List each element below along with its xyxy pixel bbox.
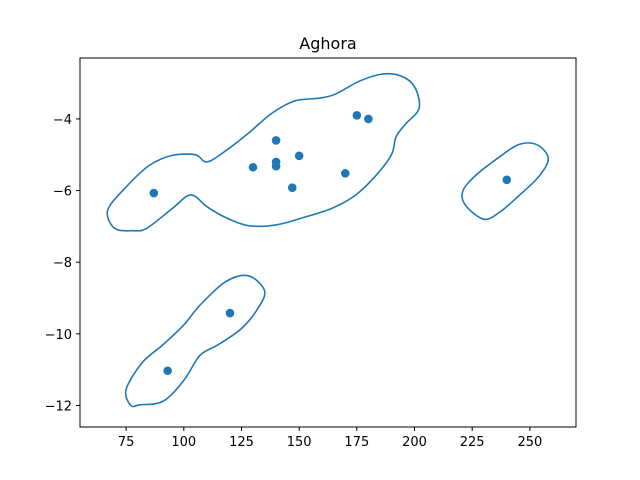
scatter-point bbox=[271, 136, 281, 145]
y-axis-ticks: −12 −10 −8 −6 −4 bbox=[45, 113, 80, 415]
scatter-point bbox=[287, 183, 297, 192]
density-contours bbox=[106, 72, 550, 408]
scatter-point bbox=[163, 366, 172, 376]
y-tick-label: −12 bbox=[45, 400, 72, 415]
scatter-point bbox=[502, 175, 512, 185]
y-tick-label: −4 bbox=[53, 113, 72, 128]
x-tick-label: 175 bbox=[344, 435, 369, 450]
scatter-point bbox=[341, 169, 350, 178]
x-tick-label: 225 bbox=[460, 435, 485, 450]
contour-2 bbox=[461, 142, 550, 221]
x-tick-label: 100 bbox=[171, 435, 196, 450]
chart-title: Aghora bbox=[299, 34, 356, 53]
scatter-point bbox=[271, 161, 281, 171]
y-tick-label: −10 bbox=[45, 328, 72, 343]
scatter-point bbox=[248, 162, 258, 172]
contour-3 bbox=[124, 274, 266, 408]
x-tick-label: 150 bbox=[287, 435, 312, 450]
x-tick-label: 250 bbox=[517, 435, 542, 450]
x-tick-label: 125 bbox=[229, 435, 254, 450]
y-tick-label: −8 bbox=[53, 256, 72, 271]
scatter-point bbox=[364, 114, 373, 124]
x-tick-label: 75 bbox=[118, 435, 135, 450]
x-axis-ticks: 75 100 125 150 175 200 225 250 bbox=[118, 427, 542, 450]
scatter-point bbox=[225, 308, 235, 318]
scatter-points bbox=[149, 111, 512, 376]
y-tick-label: −6 bbox=[53, 185, 72, 200]
scatter-point bbox=[149, 188, 159, 198]
scatter-point bbox=[352, 111, 362, 120]
x-tick-label: 200 bbox=[402, 435, 427, 450]
plot-area-frame bbox=[79, 57, 577, 428]
scatter-point bbox=[294, 151, 304, 161]
contour-1 bbox=[106, 72, 421, 232]
